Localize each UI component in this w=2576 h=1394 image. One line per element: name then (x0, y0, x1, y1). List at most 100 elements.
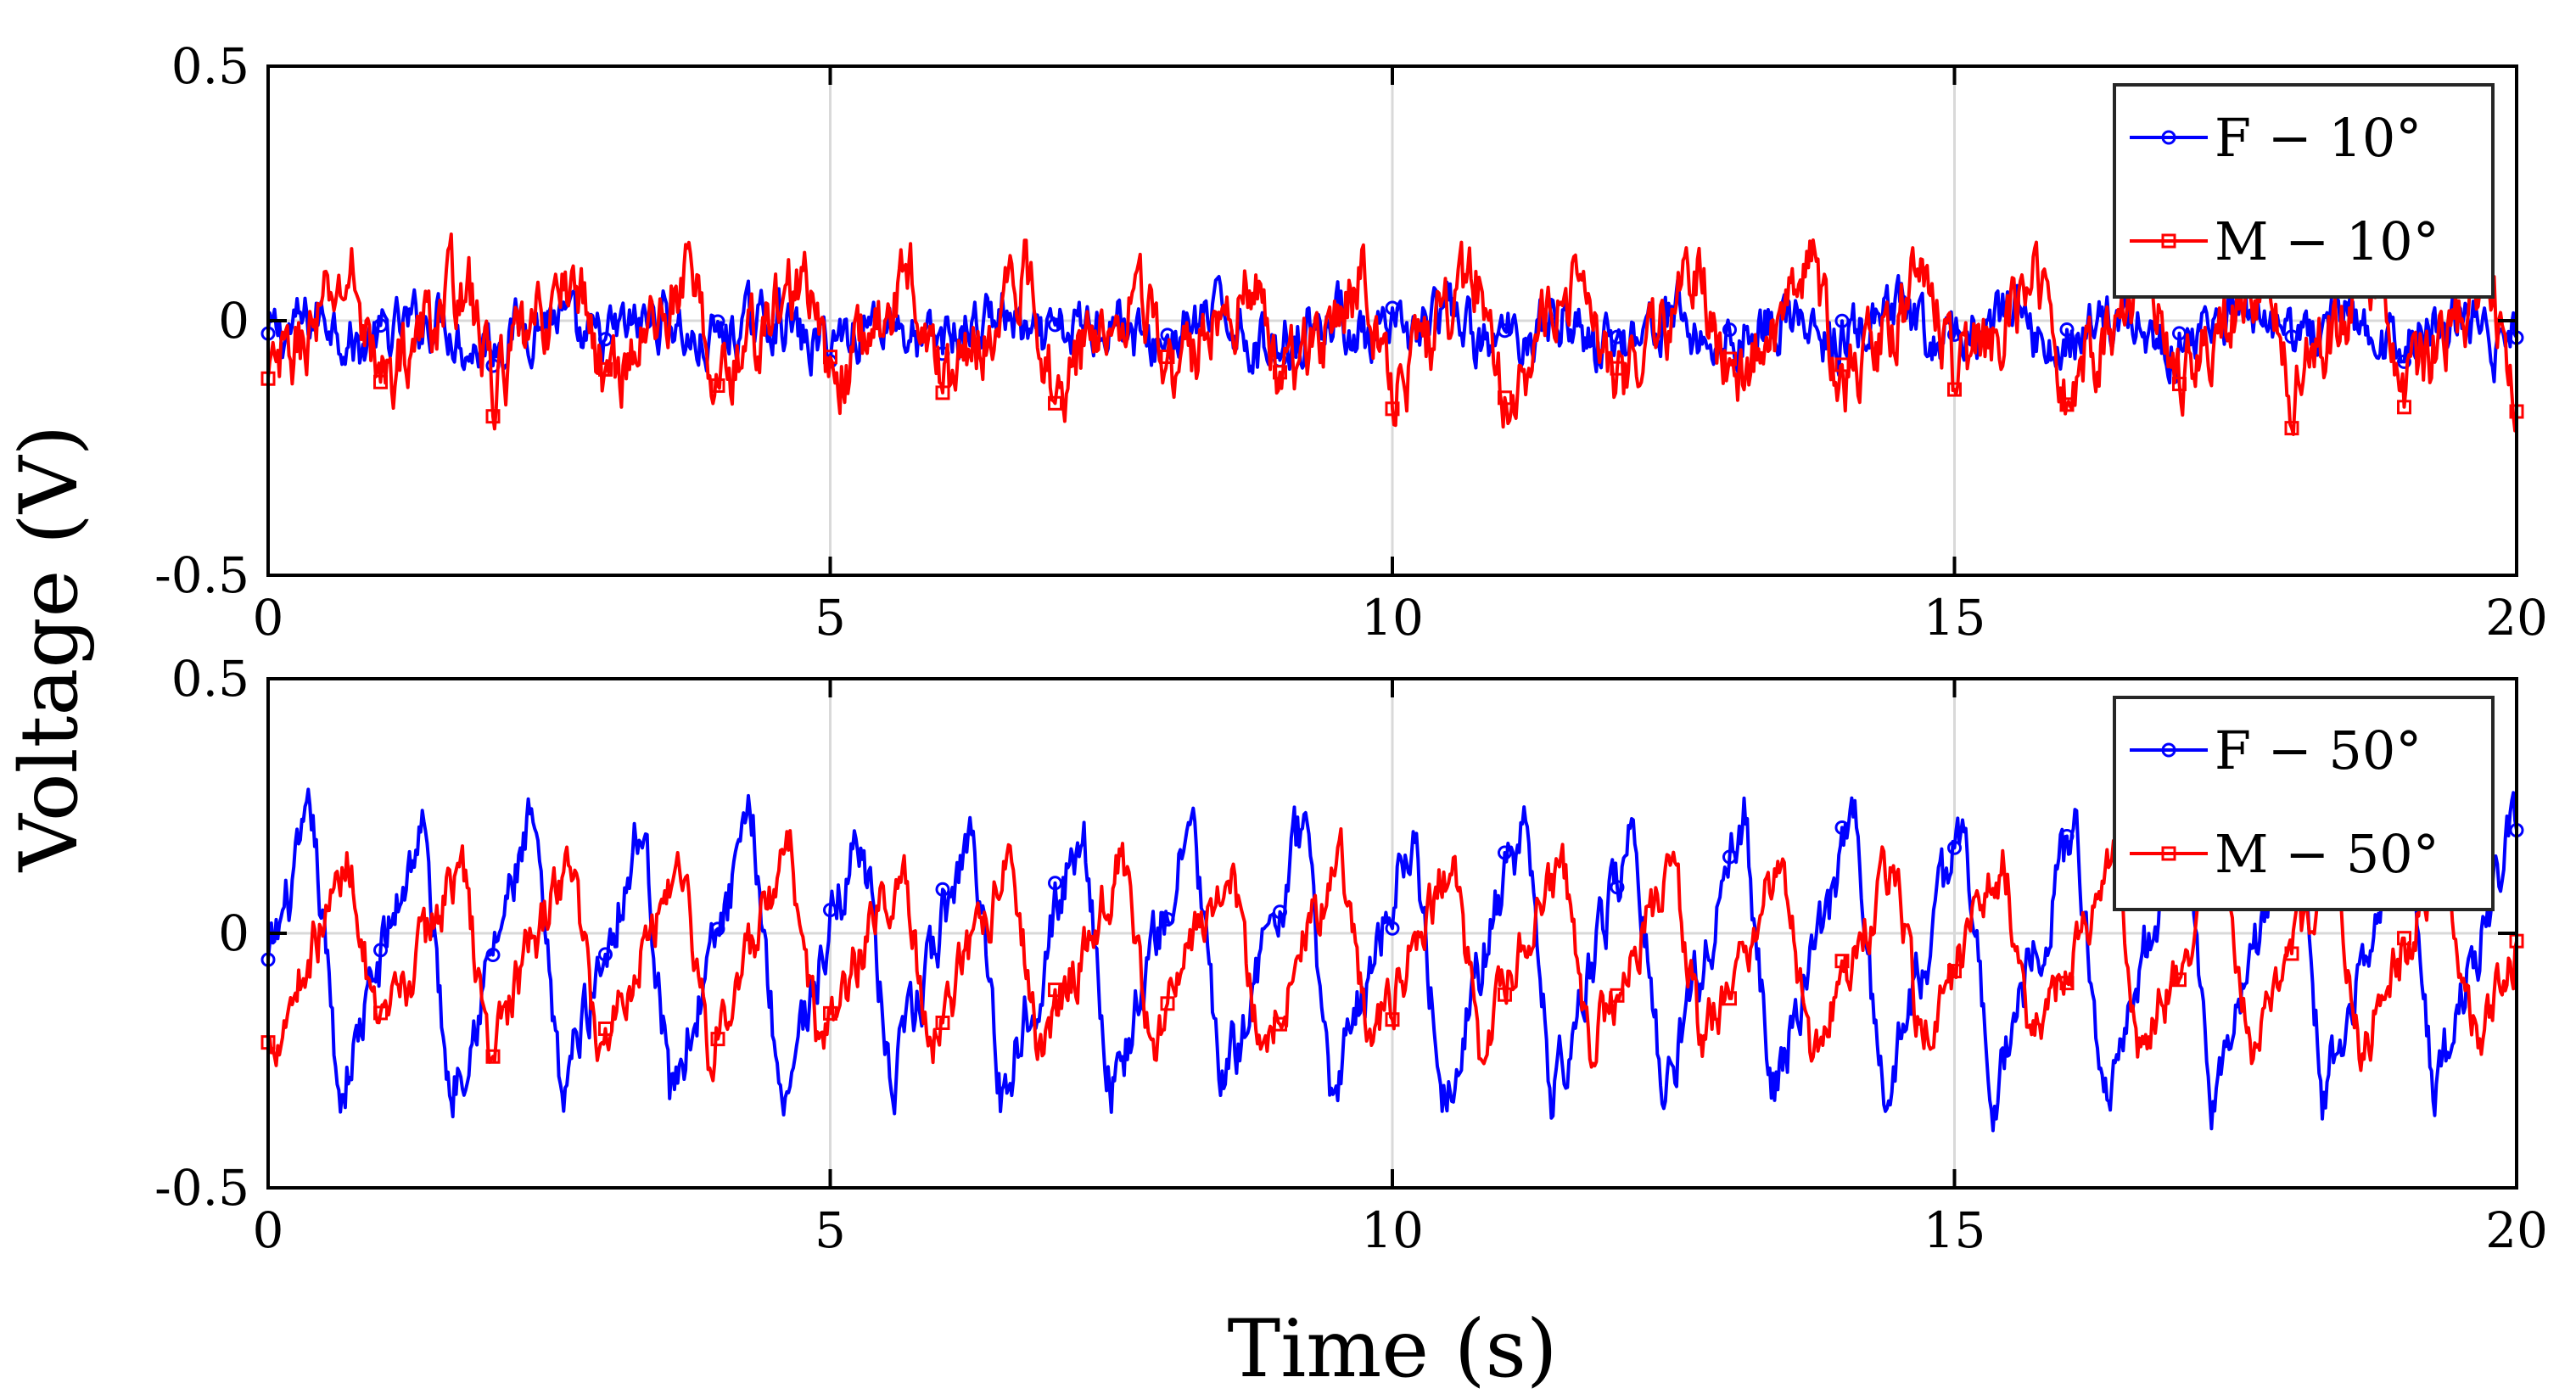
data-point-marker (710, 921, 725, 937)
data-point-marker (1722, 351, 1737, 367)
data-point-marker (1385, 921, 1400, 936)
data-point-marker (710, 378, 725, 393)
x-tick-label: 0 (253, 589, 284, 647)
data-point-marker (1160, 996, 1175, 1011)
data-point-marker (598, 361, 613, 377)
data-point-marker (373, 943, 388, 958)
data-point-marker (2172, 972, 2187, 988)
legend-label: F − 50° (2215, 719, 2422, 781)
data-point-marker (2284, 421, 2299, 436)
data-point-marker (710, 1032, 725, 1047)
data-point-marker (2284, 329, 2299, 344)
data-point-marker (1610, 988, 1625, 1003)
data-point-marker (2284, 946, 2299, 961)
data-point-marker (1273, 1016, 1287, 1032)
data-point-marker (1498, 323, 1512, 339)
legend-marker (2161, 233, 2176, 249)
legend-marker (2161, 846, 2176, 861)
series-line-blue (266, 787, 2518, 1133)
data-point-marker (1834, 313, 1850, 328)
data-point-marker (1834, 357, 1850, 372)
y-tick-label: -0.5 (154, 546, 249, 604)
x-axis-label: Time (s) (1228, 1303, 1558, 1394)
data-point-marker (1385, 1012, 1400, 1027)
data-point-marker (1610, 880, 1625, 895)
data-point-marker (1722, 322, 1737, 338)
legend: F − 50° M − 50° (2113, 696, 2495, 911)
legend-label: F − 10° (2215, 107, 2422, 169)
data-point-marker (2059, 976, 2075, 991)
x-tick-label: 15 (1924, 589, 1986, 647)
data-point-marker (485, 948, 501, 963)
legend-box (2113, 696, 2495, 911)
legend-label: M − 50° (2215, 823, 2439, 885)
data-point-marker (598, 1021, 613, 1036)
legend: F − 10° M − 10° (2113, 83, 2495, 299)
data-point-marker (1273, 365, 1287, 380)
data-point-marker (1722, 991, 1737, 1006)
data-point-marker (2397, 400, 2411, 415)
y-tick-label: 0.5 (171, 650, 249, 708)
data-point-marker (598, 947, 613, 962)
data-point-marker (1947, 382, 1962, 397)
data-point-marker (823, 1005, 837, 1021)
data-point-marker (1048, 876, 1062, 891)
x-tick-label: 20 (2485, 1201, 2548, 1259)
data-point-marker (373, 1005, 388, 1021)
data-point-marker (485, 1049, 501, 1064)
data-point-marker (2172, 326, 2187, 341)
data-point-marker (373, 374, 388, 389)
data-point-marker (1947, 964, 1962, 979)
data-point-marker (2397, 931, 2411, 946)
data-point-marker (1498, 987, 1512, 1002)
data-point-marker (935, 1016, 950, 1031)
legend-marker (2161, 742, 2176, 758)
data-point-marker (1498, 845, 1512, 860)
series-line-red (266, 827, 2518, 1083)
data-point-marker (1947, 840, 1962, 855)
data-point-marker (1610, 361, 1625, 376)
data-point-marker (1160, 350, 1175, 365)
data-point-marker (2059, 322, 2075, 337)
data-point-marker (935, 882, 950, 897)
data-point-marker (1048, 395, 1062, 411)
y-tick-label: 0.5 (171, 37, 249, 95)
data-point-marker (2397, 354, 2411, 369)
data-point-marker (2059, 397, 2075, 412)
x-tick-label: 0 (253, 1201, 284, 1259)
data-point-marker (2172, 377, 2187, 392)
x-tick-label: 15 (1924, 1201, 1986, 1259)
x-tick-label: 5 (815, 1201, 846, 1259)
y-axis-label: Voltage (V) (3, 425, 96, 873)
data-point-marker (1160, 912, 1175, 927)
x-tick-label: 20 (2485, 589, 2548, 647)
data-point-marker (1722, 849, 1737, 865)
x-tick-label: 10 (1361, 589, 1424, 647)
data-point-marker (823, 350, 837, 365)
data-point-marker (1385, 300, 1400, 316)
data-point-marker (1048, 317, 1062, 333)
top-plot-panel: 0 5 10 15 20-0.500.5F − 10°M − 10° (154, 37, 2548, 647)
series-line-blue (266, 274, 2518, 385)
data-point-marker (710, 314, 725, 329)
legend-box (2113, 83, 2495, 299)
data-point-marker (1385, 401, 1400, 417)
data-point-marker (1610, 329, 1625, 344)
data-point-marker (485, 409, 501, 424)
y-tick-label: 0 (218, 292, 249, 350)
data-point-marker (1498, 390, 1512, 406)
bottom-plot-panel: 0 5 10 15 20-0.500.5F − 50°M − 50° (154, 650, 2548, 1259)
data-point-marker (1834, 954, 1850, 969)
legend-marker (2161, 130, 2176, 145)
x-tick-label: 10 (1361, 1201, 1424, 1259)
data-point-marker (1834, 820, 1850, 835)
data-point-marker (373, 318, 388, 333)
data-point-marker (2059, 828, 2075, 843)
data-point-marker (1048, 983, 1062, 998)
data-point-marker (1273, 904, 1287, 920)
data-point-marker (935, 385, 950, 400)
y-tick-label: -0.5 (154, 1159, 249, 1217)
legend-label: M − 10° (2215, 210, 2439, 272)
y-tick-label: 0 (218, 904, 249, 962)
